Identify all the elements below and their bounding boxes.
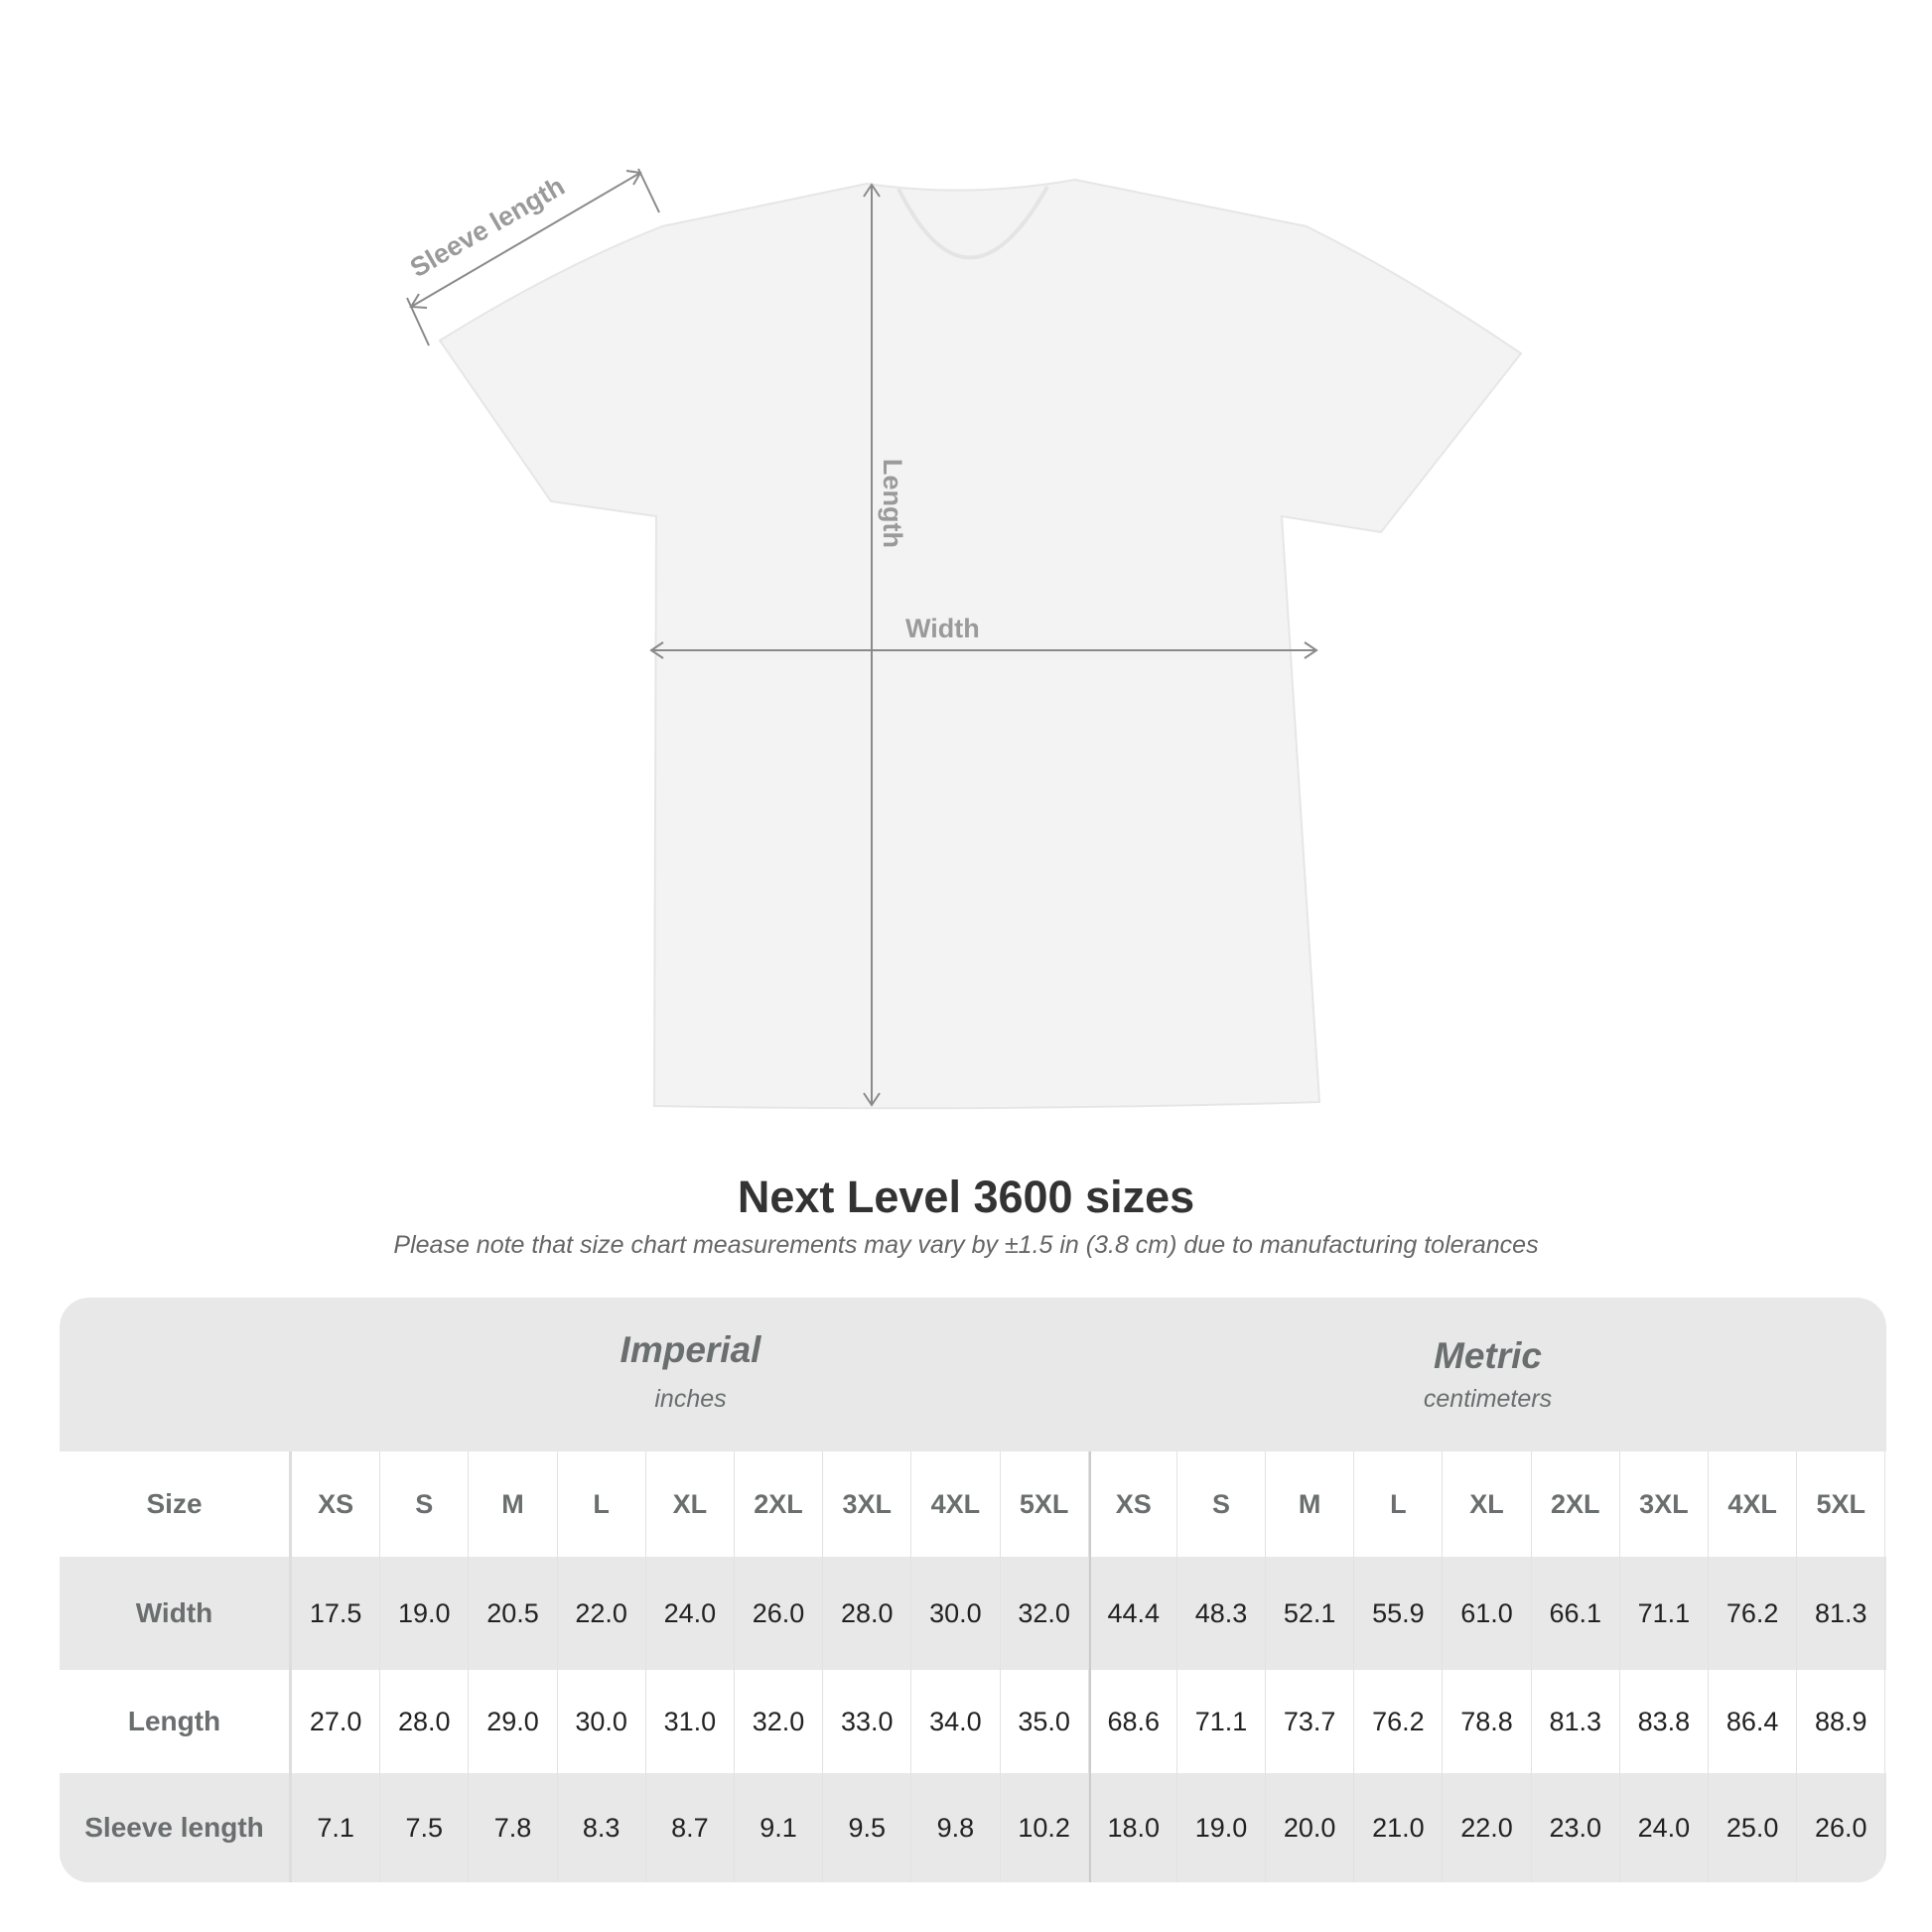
imperial-cell: 7.8 (469, 1773, 558, 1882)
tolerance-note: Please note that size chart measurements… (393, 1231, 1539, 1259)
metric-cell: 76.2 (1354, 1670, 1444, 1773)
imperial-cell: XS (292, 1451, 381, 1557)
imperial-cell: 9.1 (735, 1773, 824, 1882)
metric-cell: 20.0 (1266, 1773, 1355, 1882)
metric-cell: 78.8 (1443, 1670, 1532, 1773)
imperial-cell: M (469, 1451, 558, 1557)
imperial-cell: 26.0 (735, 1557, 824, 1670)
metric-cell: S (1177, 1451, 1267, 1557)
metric-cell: 73.7 (1266, 1670, 1355, 1773)
row-label: Width (60, 1557, 292, 1670)
imperial-title: Imperial (620, 1329, 761, 1370)
metric-cell: 61.0 (1443, 1557, 1532, 1670)
metric-cell: 68.6 (1088, 1670, 1177, 1773)
metric-cell: 55.9 (1354, 1557, 1444, 1670)
metric-unit: centimeters (1423, 1385, 1553, 1413)
metric-cell: 23.0 (1532, 1773, 1620, 1882)
tshirt-collar (897, 186, 1049, 260)
metric-header: Metric centimeters (1089, 1298, 1886, 1489)
imperial-cell: 20.5 (469, 1557, 558, 1670)
size-table: Imperial inches Metric centimeters Size X… (60, 1298, 1886, 1882)
imperial-cell: 33.0 (823, 1670, 912, 1773)
metric-cell: 19.0 (1177, 1773, 1267, 1882)
metric-cell: 52.1 (1266, 1557, 1355, 1670)
sleeve-arrow (410, 172, 641, 308)
imperial-cell: 32.0 (735, 1670, 824, 1773)
metric-cell: 5XL (1797, 1451, 1886, 1557)
metric-cell: 26.0 (1797, 1773, 1886, 1882)
imperial-cell: 28.0 (380, 1670, 470, 1773)
metric-cell: XL (1443, 1451, 1532, 1557)
metric-cell: 76.2 (1709, 1557, 1798, 1670)
row-label: Length (60, 1670, 292, 1773)
tshirt-image (438, 178, 1523, 1110)
page-title: Next Level 3600 sizes (737, 1172, 1195, 1222)
metric-cell: M (1266, 1451, 1355, 1557)
metric-cell: 22.0 (1443, 1773, 1532, 1882)
imperial-cell: S (380, 1451, 470, 1557)
metric-cell: 86.4 (1709, 1670, 1798, 1773)
metric-title: Metric (1434, 1335, 1542, 1376)
imperial-cell: 7.5 (380, 1773, 470, 1882)
sleeve-length-label: Sleeve length (405, 171, 570, 283)
imperial-cell: 8.3 (558, 1773, 646, 1882)
metric-cell: 25.0 (1709, 1773, 1798, 1882)
imperial-cell: XL (646, 1451, 735, 1557)
imperial-cell: 9.5 (823, 1773, 912, 1882)
imperial-cell: 24.0 (646, 1557, 735, 1670)
imperial-cell: 35.0 (1001, 1670, 1089, 1773)
imperial-cell: L (558, 1451, 646, 1557)
imperial-cell: 31.0 (646, 1670, 735, 1773)
metric-cell: 2XL (1532, 1451, 1620, 1557)
metric-cell: 44.4 (1088, 1557, 1177, 1670)
metric-cell: 71.1 (1620, 1557, 1709, 1670)
imperial-cell: 4XL (911, 1451, 1001, 1557)
imperial-cell: 2XL (735, 1451, 824, 1557)
imperial-cell: 19.0 (380, 1557, 470, 1670)
imperial-cell: 17.5 (292, 1557, 381, 1670)
row-label: Sleeve length (60, 1773, 292, 1882)
imperial-unit: inches (654, 1385, 727, 1413)
metric-cell: 71.1 (1177, 1670, 1267, 1773)
metric-cell: 81.3 (1797, 1557, 1886, 1670)
imperial-cell: 28.0 (823, 1557, 912, 1670)
imperial-cell: 30.0 (558, 1670, 646, 1773)
metric-cell: 3XL (1620, 1451, 1709, 1557)
metric-cell: 4XL (1709, 1451, 1798, 1557)
metric-cell: XS (1088, 1451, 1177, 1557)
imperial-cell: 9.8 (911, 1773, 1001, 1882)
imperial-cell: 7.1 (292, 1773, 381, 1882)
imperial-cell: 34.0 (911, 1670, 1001, 1773)
imperial-cell: 10.2 (1001, 1773, 1089, 1882)
length-label: Length (878, 459, 907, 548)
width-row: Width 17.5 19.0 20.5 22.0 24.0 26.0 28.0 30.0 32.… (60, 1557, 1886, 1670)
metric-cell: L (1354, 1451, 1444, 1557)
row-label: Size (60, 1451, 292, 1557)
metric-cell: 24.0 (1620, 1773, 1709, 1882)
metric-cell: 18.0 (1088, 1773, 1177, 1882)
imperial-cell: 22.0 (558, 1557, 646, 1670)
metric-cell: 81.3 (1532, 1670, 1620, 1773)
metric-cell: 48.3 (1177, 1557, 1267, 1670)
imperial-cell: 5XL (1001, 1451, 1089, 1557)
tshirt-diagram: Sleeve length Length Width (405, 168, 1523, 1110)
metric-cell: 83.8 (1620, 1670, 1709, 1773)
imperial-cell: 32.0 (1001, 1557, 1089, 1670)
imperial-cell: 30.0 (911, 1557, 1001, 1670)
imperial-cell: 27.0 (292, 1670, 381, 1773)
metric-cell: 66.1 (1532, 1557, 1620, 1670)
size-row: Size XS S M L XL 2XL 3XL 4XL 5XL XS S M L XL 2XL 3XL 4XL 5… (60, 1451, 1886, 1557)
width-label: Width (905, 614, 980, 643)
imperial-cell: 29.0 (469, 1670, 558, 1773)
metric-cell: 88.9 (1797, 1670, 1886, 1773)
metric-cell: 21.0 (1354, 1773, 1444, 1882)
imperial-cell: 3XL (823, 1451, 912, 1557)
sleeve-length-row: Sleeve length 7.1 7.5 7.8 8.3 8.7 9.1 9.5 9.8 10.… (60, 1773, 1886, 1882)
imperial-header: Imperial inches (292, 1298, 1089, 1483)
imperial-cell: 8.7 (646, 1773, 735, 1882)
length-row: Length 27.0 28.0 29.0 30.0 31.0 32.0 33.0 34.0 35… (60, 1670, 1886, 1773)
